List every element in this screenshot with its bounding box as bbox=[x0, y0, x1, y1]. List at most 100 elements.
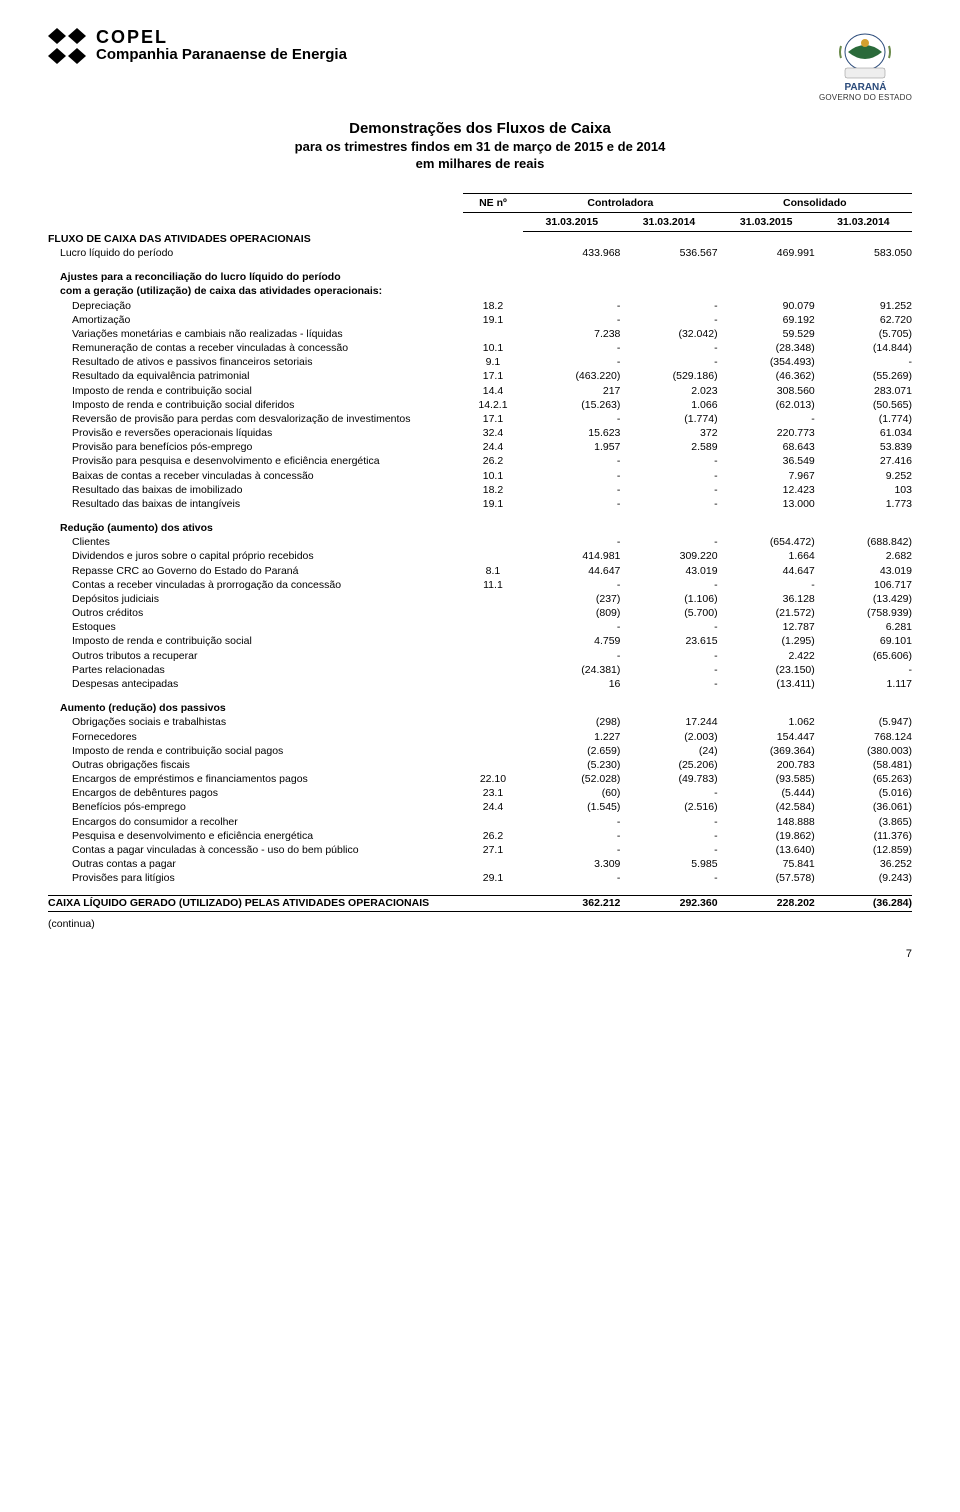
row-ne: 32.4 bbox=[463, 426, 523, 440]
row-label: Outras obrigações fiscais bbox=[48, 758, 463, 772]
row-label: Obrigações sociais e trabalhistas bbox=[48, 715, 463, 729]
row-value: 9.252 bbox=[815, 469, 912, 483]
table-row: Pesquisa e desenvolvimento e eficiência … bbox=[48, 829, 912, 843]
row-value: 5.985 bbox=[620, 857, 717, 871]
table-row bbox=[48, 691, 912, 701]
row-value: (46.362) bbox=[718, 369, 815, 383]
row-value: (36.061) bbox=[815, 800, 912, 814]
table-row: Provisão e reversões operacionais líquid… bbox=[48, 426, 912, 440]
row-value: (24.381) bbox=[523, 663, 620, 677]
row-value: 13.000 bbox=[718, 497, 815, 511]
table-row: Partes relacionadas(24.381)-(23.150)- bbox=[48, 663, 912, 677]
row-value: (28.348) bbox=[718, 341, 815, 355]
row-value: 91.252 bbox=[815, 299, 912, 313]
row-value: 12.787 bbox=[718, 620, 815, 634]
table-row: Imposto de renda e contribuição social d… bbox=[48, 398, 912, 412]
table-row: Encargos de empréstimos e financiamentos… bbox=[48, 772, 912, 786]
state-caption: GOVERNO DO ESTADO bbox=[819, 93, 912, 102]
row-value: 1.062 bbox=[718, 715, 815, 729]
row-ne: 11.1 bbox=[463, 578, 523, 592]
row-value: 469.991 bbox=[718, 246, 815, 260]
row-value: (2.659) bbox=[523, 744, 620, 758]
row-value: 228.202 bbox=[718, 896, 815, 911]
row-value: 43.019 bbox=[815, 564, 912, 578]
col-date-1: 31.03.2014 bbox=[620, 213, 717, 232]
row-value: (2.516) bbox=[620, 800, 717, 814]
page-number: 7 bbox=[48, 948, 912, 960]
table-row: Redução (aumento) dos ativos bbox=[48, 521, 912, 535]
row-value: - bbox=[620, 677, 717, 691]
row-value: (1.774) bbox=[620, 412, 717, 426]
col-date-3: 31.03.2014 bbox=[815, 213, 912, 232]
row-value: (21.572) bbox=[718, 606, 815, 620]
row-value: (237) bbox=[523, 592, 620, 606]
table-row: FLUXO DE CAIXA DAS ATIVIDADES OPERACIONA… bbox=[48, 232, 912, 246]
row-ne bbox=[463, 701, 523, 715]
row-value bbox=[620, 232, 717, 246]
row-value: 61.034 bbox=[815, 426, 912, 440]
row-value: 106.717 bbox=[815, 578, 912, 592]
row-value bbox=[815, 284, 912, 298]
row-ne: 14.4 bbox=[463, 384, 523, 398]
row-value: 1.664 bbox=[718, 549, 815, 563]
row-value: - bbox=[523, 299, 620, 313]
table-row: Repasse CRC ao Governo do Estado do Para… bbox=[48, 564, 912, 578]
copel-glyph-icon bbox=[48, 28, 88, 72]
row-label: Provisão para pesquisa e desenvolvimento… bbox=[48, 454, 463, 468]
row-value: 62.720 bbox=[815, 313, 912, 327]
row-value: (3.865) bbox=[815, 815, 912, 829]
row-value: 433.968 bbox=[523, 246, 620, 260]
row-value: - bbox=[620, 786, 717, 800]
row-ne bbox=[463, 284, 523, 298]
row-label: Remuneração de contas a receber vinculad… bbox=[48, 341, 463, 355]
row-ne bbox=[463, 606, 523, 620]
row-value: (58.481) bbox=[815, 758, 912, 772]
row-value bbox=[815, 270, 912, 284]
continues-note: (continua) bbox=[48, 918, 912, 930]
row-value: (14.844) bbox=[815, 341, 912, 355]
row-value: (36.284) bbox=[815, 896, 912, 911]
row-value: 768.124 bbox=[815, 730, 912, 744]
row-value: (369.364) bbox=[718, 744, 815, 758]
row-label: Provisão para benefícios pós-emprego bbox=[48, 440, 463, 454]
table-row: Reversão de provisão para perdas com des… bbox=[48, 412, 912, 426]
row-label: Repasse CRC ao Governo do Estado do Para… bbox=[48, 564, 463, 578]
row-label: Resultado das baixas de intangíveis bbox=[48, 497, 463, 511]
row-value: - bbox=[523, 469, 620, 483]
row-label: Fornecedores bbox=[48, 730, 463, 744]
table-row: Fornecedores1.227(2.003)154.447768.124 bbox=[48, 730, 912, 744]
row-value: 43.019 bbox=[620, 564, 717, 578]
row-value: 7.967 bbox=[718, 469, 815, 483]
row-value: (50.565) bbox=[815, 398, 912, 412]
table-row bbox=[48, 511, 912, 521]
table-row: Resultado das baixas de imobilizado18.2-… bbox=[48, 483, 912, 497]
table-row: Dividendos e juros sobre o capital própr… bbox=[48, 549, 912, 563]
row-label: Outros tributos a recuperar bbox=[48, 649, 463, 663]
company-logo-left: COPEL Companhia Paranaense de Energia bbox=[48, 28, 347, 72]
row-value: (5.444) bbox=[718, 786, 815, 800]
table-row: Resultado de ativos e passivos financeir… bbox=[48, 355, 912, 369]
row-value: (12.859) bbox=[815, 843, 912, 857]
row-value: (24) bbox=[620, 744, 717, 758]
table-row: Resultado da equivalência patrimonial17.… bbox=[48, 369, 912, 383]
row-value: 103 bbox=[815, 483, 912, 497]
row-value: 23.615 bbox=[620, 634, 717, 648]
table-row: Benefícios pós-emprego24.4(1.545)(2.516)… bbox=[48, 800, 912, 814]
row-ne bbox=[463, 744, 523, 758]
row-ne bbox=[463, 649, 523, 663]
col-header-controladora: Controladora bbox=[523, 194, 717, 213]
table-row: Clientes--(654.472)(688.842) bbox=[48, 535, 912, 549]
company-name-block: COPEL Companhia Paranaense de Energia bbox=[96, 28, 347, 63]
table-row: Encargos de debêntures pagos23.1(60)-(5.… bbox=[48, 786, 912, 800]
row-value: (11.376) bbox=[815, 829, 912, 843]
state-logo-right: PARANÁ GOVERNO DO ESTADO bbox=[819, 28, 912, 102]
page-header: COPEL Companhia Paranaense de Energia PA… bbox=[48, 28, 912, 102]
row-ne: 19.1 bbox=[463, 497, 523, 511]
row-value: 1.066 bbox=[620, 398, 717, 412]
col-date-0: 31.03.2015 bbox=[523, 213, 620, 232]
table-row: Baixas de contas a receber vinculadas à … bbox=[48, 469, 912, 483]
row-value: - bbox=[620, 483, 717, 497]
row-label: Outros créditos bbox=[48, 606, 463, 620]
row-value: (2.003) bbox=[620, 730, 717, 744]
row-value: - bbox=[718, 412, 815, 426]
